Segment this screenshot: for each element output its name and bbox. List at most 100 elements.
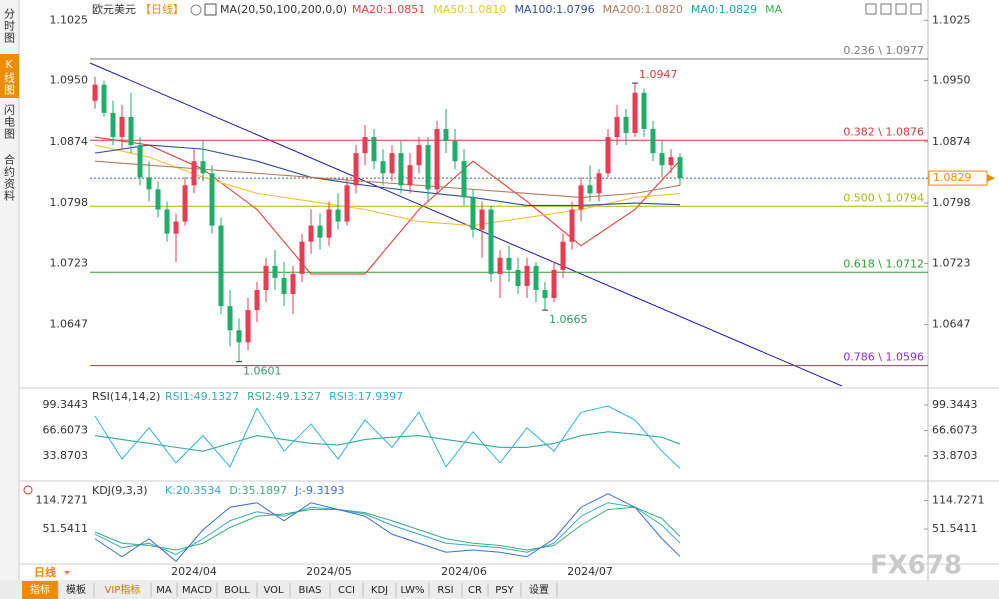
candle-body [281,277,287,295]
period: 【日线】 [140,2,184,16]
y-tick-label-right: 1.0874 [932,135,971,148]
candle-body [551,269,557,299]
candle-body [578,185,584,210]
y-tick-label-right: 1.0723 [932,256,971,269]
candle-body [317,225,323,238]
candle-body [389,153,395,174]
panel-title: RSI(14,14,2) [92,390,160,403]
candle-body [542,290,548,299]
candle-body [263,265,269,290]
period-selector[interactable]: 日线 [34,565,56,579]
settings-icon[interactable] [190,4,202,16]
tab[interactable]: LW% [400,585,424,596]
candle-body [506,257,512,270]
candle-body [353,153,359,186]
tab[interactable]: MA [156,585,172,596]
y-tick-label: 1.0874 [50,135,89,148]
panel-legend: RSI2:49.1327 [247,390,321,403]
candle-body [200,161,206,174]
y-tick-label-right: 1.1025 [932,13,971,26]
panel-legend: D:35.1897 [229,484,287,497]
price-tag-label: 1.0829 [933,171,972,184]
tab[interactable]: VIP指标 [105,583,141,596]
candle-body [533,265,539,290]
candle-body [479,209,485,230]
legend-entry: MA0:1.0829 [691,3,757,16]
icon[interactable] [865,3,877,15]
tab[interactable]: 设置 [529,584,549,596]
tab[interactable]: KDJ [371,585,388,596]
panel-legend: J:-9.3193 [294,484,344,497]
candle-body [380,161,386,174]
x-tick-label: 2024/07 [567,565,613,578]
candle-body [164,209,170,234]
fib-label: 0.236 \ 1.0977 [843,44,924,57]
panel-legend: RSI1:49.1327 [165,390,239,403]
candle-body [110,112,116,138]
tab-bar [0,580,999,599]
tab[interactable]: VOL [263,585,284,596]
y-tick-label-right: 1.0647 [932,318,971,331]
ma-icon[interactable] [204,3,217,16]
candle-body [605,137,611,174]
icon[interactable] [895,3,907,15]
trend-line [89,62,843,387]
candle-body [524,265,530,286]
candle-body [173,221,179,234]
y-tick-label-right: 33.8703 [932,449,978,462]
sidebar-tab[interactable]: 分时图 [3,8,16,44]
sidebar-tab[interactable]: K线图 [3,58,16,96]
y-tick-label-right: 51.5411 [932,522,978,535]
period-arrow[interactable] [64,571,70,575]
candle-body [128,116,134,146]
candle-body [623,116,629,134]
sidebar [0,0,19,580]
y-tick-label: 33.8703 [43,449,89,462]
toolbar-icons[interactable] [865,3,922,15]
y-tick-label-right: 114.7271 [932,494,985,507]
candle-body [371,137,377,162]
candle-body [254,290,260,311]
tab[interactable]: CCI [338,585,355,596]
candle-body [146,177,152,190]
annotation-label: 1.0665 [549,313,588,326]
sidebar-tab[interactable]: 闪电图 [3,103,16,140]
candle-body [218,225,224,307]
tab[interactable]: PSY [495,585,514,596]
legend-entry: MA200:1.0820 [603,3,683,16]
panel-legend: K:20.3534 [165,484,221,497]
candle-body [227,306,233,331]
tab[interactable]: CR [468,585,482,596]
symbol: 欧元美元 [92,3,136,16]
tab[interactable]: RSI [437,585,453,596]
candle-body [191,161,197,186]
tab[interactable]: BOLL [224,585,250,596]
tab-active[interactable] [22,581,58,599]
legend-entry: MA [765,3,782,16]
sidebar-tab[interactable]: 合约资料 [3,153,16,202]
candle-body [236,330,242,343]
candle-body [452,141,458,162]
tab[interactable]: 指标 [30,583,50,596]
tab[interactable]: MACD [182,585,212,596]
candle-body [677,157,683,179]
candle-body [398,153,404,186]
panel-title: KDJ(9,3,3) [92,484,148,497]
icon[interactable] [910,3,922,15]
y-tick-label-right: 66.6073 [932,423,978,436]
candle-body [335,209,341,222]
candle-body [596,173,602,194]
icon[interactable] [880,3,892,15]
candle-body [416,145,422,166]
annotation-label: 1.0601 [243,365,282,378]
y-tick-label: 1.1025 [50,13,89,26]
candle-body [92,84,98,101]
y-tick-label: 1.0950 [50,74,89,87]
sidebar-tab-active[interactable] [0,54,19,98]
x-tick-label: 2024/05 [306,565,352,578]
tab[interactable]: 模板 [66,583,86,596]
legend-entry: MA50:1.0810 [433,3,506,16]
tab[interactable]: BIAS [299,585,322,596]
candle-body [668,157,674,166]
